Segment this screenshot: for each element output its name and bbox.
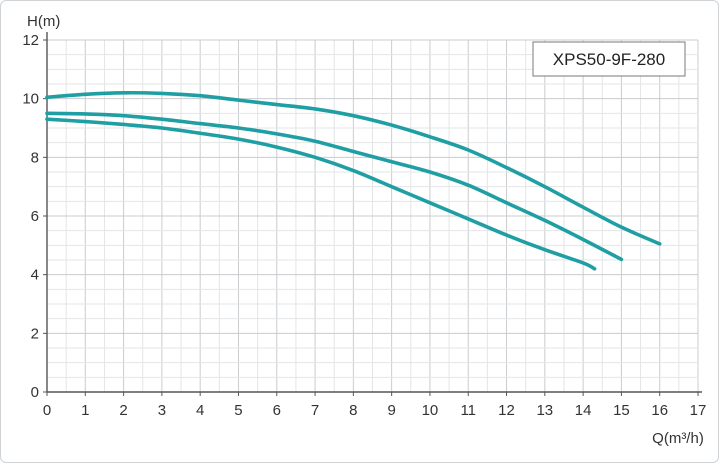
x-tick-label: 15	[613, 402, 630, 419]
x-tick-label: 16	[651, 402, 668, 419]
model-label-box	[532, 41, 686, 77]
series-lines	[45, 90, 662, 271]
x-tick-label: 5	[234, 402, 242, 419]
y-tick-label: 12	[22, 32, 39, 49]
x-tick-label: 0	[43, 402, 51, 419]
x-tick-label: 4	[196, 402, 204, 419]
x-tick-label: 17	[690, 402, 707, 419]
x-tick-label: 8	[349, 402, 357, 419]
series-line-2	[45, 111, 624, 262]
y-tick-labels: 0 2 4 6 8 10 12	[22, 32, 39, 401]
y-tick-label: 4	[31, 267, 39, 284]
x-tick-label: 1	[81, 402, 89, 419]
x-tick-label: 7	[311, 402, 319, 419]
y-tick-label: 6	[31, 208, 39, 225]
series-line-1	[45, 90, 662, 246]
x-tick-label: 2	[119, 402, 127, 419]
x-tick-label: 9	[387, 402, 395, 419]
x-axis-label: Q(m³/h)	[652, 430, 704, 447]
model-label: XPS50-9F-280	[553, 50, 665, 69]
x-tick-label: 10	[422, 402, 439, 419]
x-tick-labels: 0 1 2 3 4 5 6 7 8 9 10 11 12 13 14 15 16 17	[43, 402, 707, 419]
x-tick-label: 6	[273, 402, 281, 419]
y-tick-label: 0	[31, 384, 39, 401]
x-tick-label: 12	[498, 402, 515, 419]
y-axis-label: H(m)	[27, 13, 60, 30]
x-tick-label: 13	[536, 402, 553, 419]
y-tick-label: 2	[31, 325, 39, 342]
y-tick-label: 8	[31, 149, 39, 166]
y-tick-label: 10	[22, 91, 39, 108]
x-tick-label: 3	[158, 402, 166, 419]
x-tick-label: 14	[575, 402, 592, 419]
axes	[43, 32, 702, 396]
x-tick-label: 11	[460, 402, 476, 419]
series-line-3	[45, 117, 597, 271]
